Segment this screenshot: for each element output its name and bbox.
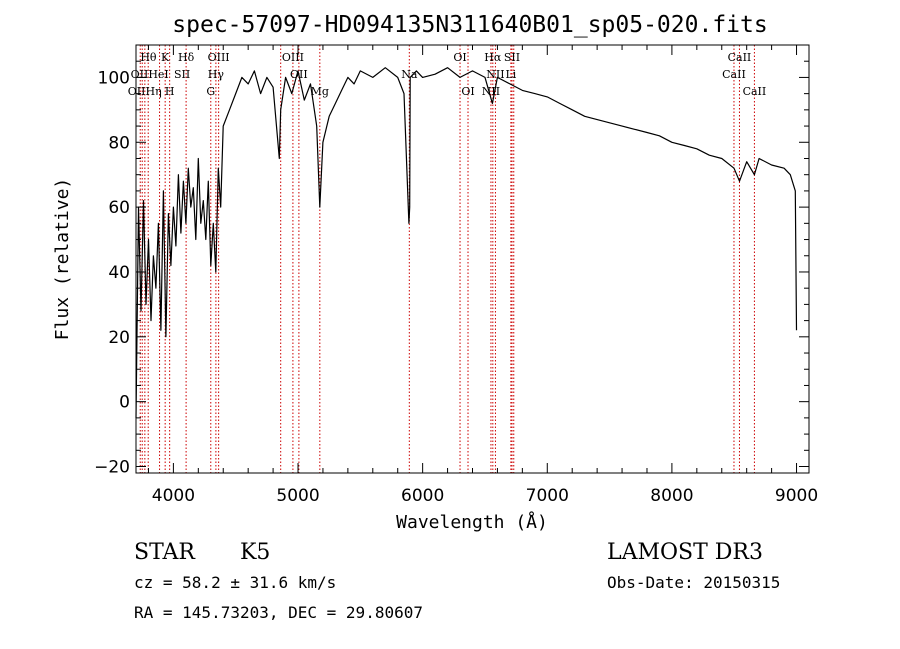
x-tick-label: 8000 xyxy=(650,486,693,506)
line-label: OII xyxy=(290,68,308,81)
line-label: NII xyxy=(486,68,504,81)
redshift-velocity: cz = 58.2 ± 31.6 km/s xyxy=(134,573,337,592)
x-axis: 4000 5000 6000 7000 8000 9000 xyxy=(147,45,818,506)
line-label: SII xyxy=(504,51,520,64)
plot-frame xyxy=(135,44,810,474)
y-tick-label: −20 xyxy=(94,458,130,478)
line-label: K xyxy=(161,51,170,64)
y-tick-label: 80 xyxy=(108,133,130,153)
chart-title: spec-57097-HD094135N311640B01_sp05-020.f… xyxy=(172,12,767,38)
line-label: OIIHη xyxy=(128,85,162,98)
line-label: OIIHeI xyxy=(131,68,169,81)
spectrum-series xyxy=(135,67,798,418)
line-label: CaII xyxy=(743,85,767,98)
line-label: Mg xyxy=(311,85,329,98)
x-tick-label: 4000 xyxy=(152,486,195,506)
line-label: CaII xyxy=(722,68,746,81)
line-label: OI xyxy=(453,51,466,64)
line-label: OIII xyxy=(208,51,230,64)
y-axis: −20 0 20 40 60 80 100 xyxy=(94,44,809,478)
line-label: OI xyxy=(461,85,474,98)
line-label: Hα xyxy=(484,51,502,64)
x-axis-label: Wavelength (Å) xyxy=(396,511,548,533)
x-tick-label: 9000 xyxy=(775,486,818,506)
line-label: G xyxy=(206,85,215,98)
observation-date: Obs-Date: 20150315 xyxy=(607,573,781,592)
ra-dec-coordinates: RA = 145.73203, DEC = 29.80607 xyxy=(134,603,423,622)
x-tick-label: 5000 xyxy=(276,486,319,506)
line-label: SII xyxy=(174,68,190,81)
line-markers xyxy=(139,45,755,473)
y-tick-label: 20 xyxy=(108,328,130,348)
y-tick-label: 40 xyxy=(108,263,130,283)
line-label: Li xyxy=(505,68,516,81)
y-tick-label: 0 xyxy=(119,393,130,413)
object-class: STAR xyxy=(134,540,195,565)
spectral-subclass: K5 xyxy=(240,540,271,565)
line-label: Hθ xyxy=(140,51,157,64)
x-tick-label: 6000 xyxy=(401,486,444,506)
line-label: Na xyxy=(401,68,418,81)
y-tick-label: 60 xyxy=(108,198,130,218)
line-label: Hγ xyxy=(208,68,225,81)
x-tick-label: 7000 xyxy=(526,486,569,506)
line-label: H xyxy=(165,85,175,98)
series-line-0 xyxy=(135,67,798,418)
line-label: OIII xyxy=(282,51,304,64)
y-axis-label: Flux (relative) xyxy=(52,178,73,341)
line-label: CaII xyxy=(728,51,752,64)
survey-release: LAMOST DR3 xyxy=(607,540,763,565)
y-tick-label: 100 xyxy=(98,68,130,88)
line-label: Hδ xyxy=(178,51,195,64)
line-label: NII xyxy=(482,85,500,98)
